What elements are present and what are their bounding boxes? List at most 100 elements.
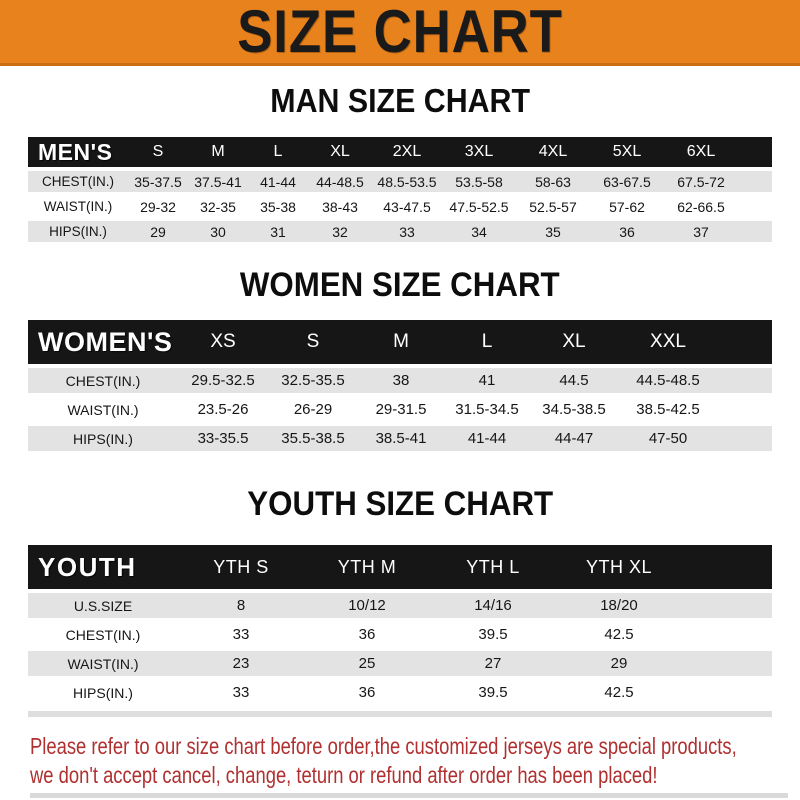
size-value-cell: 26-29 (268, 397, 358, 422)
men-section-heading: MAN SIZE CHART (0, 83, 800, 119)
size-value-cell: 18/20 (556, 593, 682, 618)
size-value-cell: 38 (358, 368, 444, 393)
filler-cell (718, 426, 772, 451)
size-value-cell: 42.5 (556, 622, 682, 647)
row-label-cell: HIPS(IN.) (28, 221, 128, 242)
size-column-header: S (128, 137, 188, 167)
size-column-header: L (444, 320, 530, 364)
size-value-cell: 33 (178, 622, 304, 647)
size-value-cell: 32-35 (188, 196, 248, 217)
youth-size-table: YOUTH YTH S YTH M YTH L YTH XL U.S.SIZE 8 10/12… (28, 541, 772, 709)
size-value-cell: 29 (128, 221, 188, 242)
row-label-cell: WAIST(IN.) (28, 397, 178, 422)
men-section-heading-text: MAN SIZE CHART (270, 82, 530, 119)
measurement-row: WAIST(IN.) 29-32 32-35 35-38 38-43 43-47.5 47.… (28, 196, 772, 217)
size-value-cell: 35 (516, 221, 590, 242)
size-value-cell: 36 (590, 221, 664, 242)
filler-cell (682, 593, 772, 618)
filler-cell (682, 545, 772, 589)
table-title-cell: WOMEN'S (28, 320, 178, 364)
row-label-cell: WAIST(IN.) (28, 196, 128, 217)
size-value-cell: 58-63 (516, 171, 590, 192)
size-value-cell: 47-50 (618, 426, 718, 451)
women-size-table: WOMEN'S XS S M L XL XXL CHEST(IN.) 29.5-32.5 32.5… (28, 316, 772, 455)
size-column-header: XL (308, 137, 372, 167)
size-column-header: 6XL (664, 137, 738, 167)
row-label-cell: WAIST(IN.) (28, 651, 178, 676)
size-value-cell: 29-31.5 (358, 397, 444, 422)
size-column-header: L (248, 137, 308, 167)
size-column-header: XL (530, 320, 618, 364)
size-value-cell: 53.5-58 (442, 171, 516, 192)
table-header-row: WOMEN'S XS S M L XL XXL (28, 320, 772, 364)
men-size-section: MAN SIZE CHART MEN'S S M L XL 2XL 3XL 4XL 5XL 6XL… (0, 83, 800, 246)
size-value-cell: 52.5-57 (516, 196, 590, 217)
size-value-cell: 35-38 (248, 196, 308, 217)
size-value-cell: 67.5-72 (664, 171, 738, 192)
size-value-cell: 31.5-34.5 (444, 397, 530, 422)
measurement-row: HIPS(IN.) 29 30 31 32 33 34 35 36 37 (28, 221, 772, 242)
table-header-row: YOUTH YTH S YTH M YTH L YTH XL (28, 545, 772, 589)
table-title-cell: YOUTH (28, 545, 178, 589)
size-value-cell: 32 (308, 221, 372, 242)
size-value-cell: 38-43 (308, 196, 372, 217)
size-value-cell: 63-67.5 (590, 171, 664, 192)
filler-cell (738, 196, 772, 217)
order-notice: Please refer to our size chart before or… (0, 732, 800, 790)
size-value-cell: 44-47 (530, 426, 618, 451)
size-value-cell: 23 (178, 651, 304, 676)
size-column-header: XS (178, 320, 268, 364)
size-column-header: 4XL (516, 137, 590, 167)
size-value-cell: 41-44 (444, 426, 530, 451)
filler-cell (738, 137, 772, 167)
size-column-header: XXL (618, 320, 718, 364)
measurement-row: HIPS(IN.) 33-35.5 35.5-38.5 38.5-41 41-44 44-… (28, 426, 772, 451)
size-value-cell: 62-66.5 (664, 196, 738, 217)
size-value-cell: 33-35.5 (178, 426, 268, 451)
size-value-cell: 57-62 (590, 196, 664, 217)
row-label-cell: CHEST(IN.) (28, 622, 178, 647)
size-value-cell: 32.5-35.5 (268, 368, 358, 393)
size-column-header: S (268, 320, 358, 364)
size-value-cell: 29.5-32.5 (178, 368, 268, 393)
banner: SIZE CHART (0, 0, 800, 66)
size-value-cell: 34 (442, 221, 516, 242)
youth-section-heading-text: YOUTH SIZE CHART (247, 485, 553, 523)
size-column-header: M (188, 137, 248, 167)
size-column-header: YTH L (430, 545, 556, 589)
men-size-table: MEN'S S M L XL 2XL 3XL 4XL 5XL 6XL CHEST(IN.) 35-37… (28, 133, 772, 246)
measurement-row: U.S.SIZE 8 10/12 14/16 18/20 (28, 593, 772, 618)
size-value-cell: 42.5 (556, 680, 682, 705)
size-value-cell: 34.5-38.5 (530, 397, 618, 422)
size-value-cell: 8 (178, 593, 304, 618)
size-value-cell: 36 (304, 622, 430, 647)
size-value-cell: 37 (664, 221, 738, 242)
size-value-cell: 30 (188, 221, 248, 242)
size-value-cell: 43-47.5 (372, 196, 442, 217)
size-column-header: YTH S (178, 545, 304, 589)
size-value-cell: 25 (304, 651, 430, 676)
size-value-cell: 39.5 (430, 622, 556, 647)
bottom-edge-bar (30, 793, 788, 798)
measurement-row: WAIST(IN.) 23.5-26 26-29 29-31.5 31.5-34.5 34… (28, 397, 772, 422)
size-value-cell: 44.5-48.5 (618, 368, 718, 393)
size-value-cell: 37.5-41 (188, 171, 248, 192)
row-label-cell: U.S.SIZE (28, 593, 178, 618)
size-value-cell: 41-44 (248, 171, 308, 192)
size-value-cell: 23.5-26 (178, 397, 268, 422)
measurement-row: HIPS(IN.) 33 36 39.5 42.5 (28, 680, 772, 705)
size-value-cell: 29-32 (128, 196, 188, 217)
filler-cell (738, 221, 772, 242)
notice-line-1: Please refer to our size chart before or… (30, 733, 737, 759)
youth-size-section: YOUTH SIZE CHART YOUTH YTH S YTH M YTH L YTH… (0, 485, 800, 717)
size-column-header: YTH XL (556, 545, 682, 589)
size-column-header: 2XL (372, 137, 442, 167)
size-value-cell: 29 (556, 651, 682, 676)
filler-cell (718, 320, 772, 364)
size-value-cell: 31 (248, 221, 308, 242)
banner-title: SIZE CHART (237, 0, 563, 65)
size-value-cell: 44.5 (530, 368, 618, 393)
size-column-header: 5XL (590, 137, 664, 167)
size-value-cell: 33 (178, 680, 304, 705)
